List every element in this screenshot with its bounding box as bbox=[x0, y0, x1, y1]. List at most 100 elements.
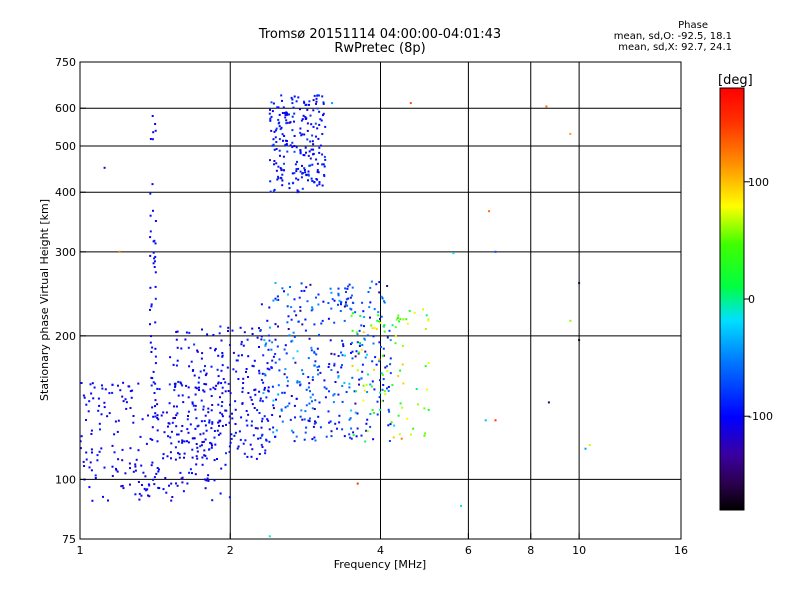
data-point bbox=[274, 323, 277, 326]
data-point bbox=[387, 408, 390, 411]
data-point bbox=[192, 404, 195, 407]
data-point bbox=[270, 366, 273, 369]
data-point bbox=[104, 388, 107, 391]
data-point bbox=[103, 406, 106, 409]
data-point bbox=[484, 419, 487, 422]
data-point bbox=[111, 383, 114, 386]
data-point bbox=[274, 353, 277, 355]
chart-title-line1: Tromsø 20151114 04:00:00-04:01:43 bbox=[258, 27, 502, 42]
data-point bbox=[313, 181, 316, 184]
data-point bbox=[460, 504, 462, 507]
data-point bbox=[285, 111, 288, 114]
data-point bbox=[302, 114, 305, 117]
data-point bbox=[317, 303, 320, 306]
data-point bbox=[240, 340, 243, 343]
data-point bbox=[307, 357, 310, 360]
data-point bbox=[342, 343, 345, 346]
data-point bbox=[163, 431, 166, 434]
data-point bbox=[311, 407, 314, 410]
data-point bbox=[85, 403, 88, 406]
colorbar-unit: [deg] bbox=[718, 73, 753, 88]
data-point bbox=[265, 396, 268, 399]
data-point bbox=[198, 376, 201, 379]
data-point bbox=[277, 177, 280, 180]
data-point bbox=[83, 396, 86, 399]
data-point bbox=[265, 342, 268, 345]
data-point bbox=[242, 382, 245, 384]
data-point bbox=[402, 382, 405, 385]
data-point bbox=[134, 493, 137, 496]
data-point bbox=[332, 401, 335, 404]
data-point bbox=[196, 350, 199, 353]
data-point bbox=[264, 374, 267, 377]
data-point bbox=[260, 338, 263, 341]
data-point bbox=[280, 94, 283, 97]
data-point bbox=[318, 110, 321, 113]
phase-stats-x: mean, sd,X: 92.7, 24.1 bbox=[618, 42, 732, 53]
data-point bbox=[387, 385, 390, 388]
data-point bbox=[205, 383, 208, 386]
data-point bbox=[201, 441, 204, 444]
data-point bbox=[347, 297, 350, 300]
data-point bbox=[266, 367, 269, 370]
data-point bbox=[310, 346, 313, 349]
data-point bbox=[165, 411, 168, 414]
data-point bbox=[263, 386, 266, 389]
data-point bbox=[317, 369, 319, 372]
data-point bbox=[238, 430, 241, 433]
data-point bbox=[199, 433, 202, 436]
data-point bbox=[260, 303, 263, 306]
data-point bbox=[317, 415, 320, 418]
data-point bbox=[293, 112, 296, 115]
data-point bbox=[193, 343, 196, 346]
data-point bbox=[355, 350, 358, 353]
data-point bbox=[177, 380, 180, 383]
data-point bbox=[415, 388, 418, 390]
data-point bbox=[98, 404, 101, 407]
data-point bbox=[299, 152, 302, 155]
data-point bbox=[275, 148, 278, 150]
data-point bbox=[277, 298, 280, 301]
data-point bbox=[191, 472, 193, 475]
data-point bbox=[284, 114, 287, 117]
data-point bbox=[286, 150, 289, 153]
data-point bbox=[186, 418, 189, 421]
data-point bbox=[175, 331, 178, 333]
data-point bbox=[294, 416, 296, 419]
data-point bbox=[306, 138, 309, 141]
data-point bbox=[269, 108, 271, 111]
data-point bbox=[234, 431, 237, 434]
data-point bbox=[304, 318, 307, 321]
data-point bbox=[234, 408, 237, 411]
data-point bbox=[379, 379, 381, 382]
data-point bbox=[410, 433, 412, 436]
data-point bbox=[282, 155, 285, 158]
y-tick-label: 100 bbox=[55, 473, 76, 486]
data-point bbox=[307, 179, 309, 182]
data-point bbox=[268, 306, 271, 309]
data-point bbox=[382, 384, 385, 386]
data-point bbox=[316, 170, 319, 173]
data-point bbox=[291, 141, 294, 144]
data-point bbox=[423, 407, 426, 410]
data-point bbox=[276, 345, 279, 348]
data-point bbox=[370, 280, 373, 283]
data-point bbox=[217, 354, 220, 357]
data-point bbox=[158, 388, 161, 391]
data-point bbox=[299, 384, 301, 387]
data-point bbox=[308, 337, 311, 340]
data-point bbox=[196, 450, 199, 453]
data-point bbox=[373, 308, 376, 311]
data-point bbox=[269, 190, 272, 193]
data-point bbox=[260, 434, 263, 437]
data-point bbox=[251, 364, 254, 367]
data-point bbox=[349, 436, 352, 439]
data-point bbox=[119, 389, 122, 392]
data-point bbox=[194, 386, 197, 389]
phase-stats: Phase mean, sd,O: -92.5, 18.1 mean, sd,X… bbox=[562, 20, 732, 53]
data-point bbox=[547, 401, 550, 404]
data-point bbox=[384, 393, 387, 396]
data-point bbox=[154, 399, 157, 402]
data-point bbox=[337, 376, 340, 379]
data-point bbox=[246, 424, 249, 427]
